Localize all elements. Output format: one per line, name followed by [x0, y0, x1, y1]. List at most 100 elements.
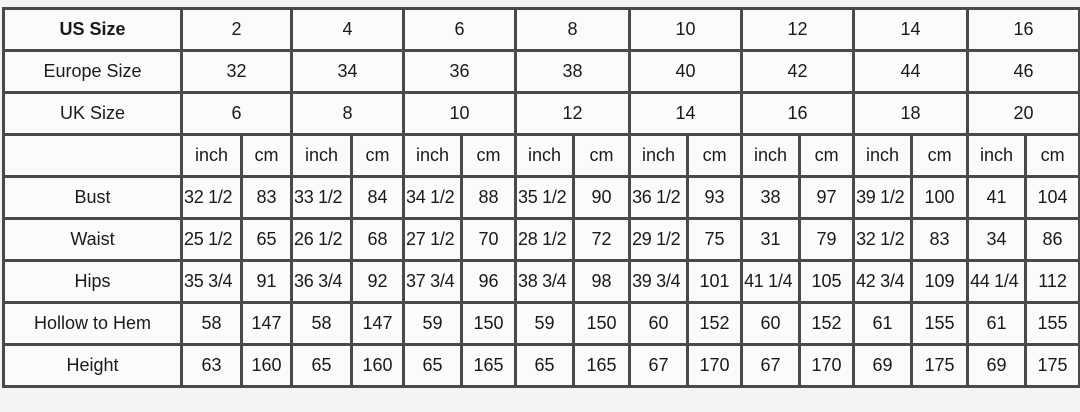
- cm-value: 79: [798, 217, 856, 262]
- cm-value: 92: [350, 259, 406, 304]
- measurement-row: Hips 35 3/4 91 36 3/4 92 37 3/4 96 38 3/4 98 39 3…: [2, 259, 1080, 304]
- inch-value: 32 1/2: [852, 217, 914, 262]
- cm-value: 90: [572, 175, 632, 220]
- measurement-label: Height: [2, 343, 183, 388]
- cm-value: 105: [798, 259, 856, 304]
- inch-value: 69: [966, 343, 1028, 388]
- inch-value: 35 3/4: [180, 259, 243, 304]
- cm-value: 68: [350, 217, 406, 262]
- europe-size-value: 34: [290, 49, 406, 94]
- inch-value: 31: [740, 217, 802, 262]
- cm-value: 72: [572, 217, 632, 262]
- empty-cell: [2, 133, 183, 178]
- cm-value: 175: [1024, 343, 1080, 388]
- uk-size-value: 12: [514, 91, 632, 136]
- cm-value: 75: [686, 217, 744, 262]
- cm-value: 109: [910, 259, 970, 304]
- cm-value: 100: [910, 175, 970, 220]
- measurement-row: Bust 32 1/2 83 33 1/2 84 34 1/2 88 35 1/2 90 36 1…: [2, 175, 1080, 220]
- inch-value: 63: [180, 343, 243, 388]
- inch-value: 39 1/2: [852, 175, 914, 220]
- inch-value: 38: [740, 175, 802, 220]
- unit-cm: cm: [910, 133, 970, 178]
- us-size-value: 4: [290, 7, 406, 52]
- inch-value: 42 3/4: [852, 259, 914, 304]
- cm-value: 96: [460, 259, 518, 304]
- inch-value: 36 3/4: [290, 259, 354, 304]
- cm-value: 150: [460, 301, 518, 346]
- cm-value: 97: [798, 175, 856, 220]
- inch-value: 60: [740, 301, 802, 346]
- inch-value: 36 1/2: [628, 175, 690, 220]
- unit-inch: inch: [402, 133, 464, 178]
- inch-value: 39 3/4: [628, 259, 690, 304]
- cm-value: 86: [1024, 217, 1080, 262]
- inch-value: 59: [514, 301, 576, 346]
- cm-value: 93: [686, 175, 744, 220]
- measurement-row: Hollow to Hem 58 147 58 147 59 150 59 150 60 152 60…: [2, 301, 1080, 346]
- cm-value: 152: [686, 301, 744, 346]
- measurement-label: Waist: [2, 217, 183, 262]
- inch-value: 34 1/2: [402, 175, 464, 220]
- unit-inch: inch: [628, 133, 690, 178]
- inch-value: 69: [852, 343, 914, 388]
- unit-cm: cm: [1024, 133, 1080, 178]
- inch-value: 25 1/2: [180, 217, 243, 262]
- europe-size-label: Europe Size: [2, 49, 183, 94]
- uk-size-value: 14: [628, 91, 744, 136]
- cm-value: 152: [798, 301, 856, 346]
- uk-size-value: 16: [740, 91, 856, 136]
- cm-value: 104: [1024, 175, 1080, 220]
- cm-value: 91: [239, 259, 294, 304]
- unit-cm: cm: [686, 133, 744, 178]
- europe-size-value: 42: [740, 49, 856, 94]
- us-size-label: US Size: [2, 7, 183, 52]
- cm-value: 147: [350, 301, 406, 346]
- inch-value: 58: [290, 301, 354, 346]
- uk-size-label: UK Size: [2, 91, 183, 136]
- inch-value: 34: [966, 217, 1028, 262]
- cm-value: 165: [460, 343, 518, 388]
- cm-value: 170: [798, 343, 856, 388]
- europe-size-value: 38: [514, 49, 632, 94]
- inch-value: 44 1/4: [966, 259, 1028, 304]
- inch-value: 61: [966, 301, 1028, 346]
- uk-size-value: 8: [290, 91, 406, 136]
- units-row: inch cm inch cm inch cm inch cm inch cm inch cm inch…: [2, 133, 1080, 178]
- cm-value: 150: [572, 301, 632, 346]
- unit-cm: cm: [350, 133, 406, 178]
- unit-cm: cm: [460, 133, 518, 178]
- measurement-label: Hips: [2, 259, 183, 304]
- inch-value: 27 1/2: [402, 217, 464, 262]
- uk-size-value: 10: [402, 91, 518, 136]
- cm-value: 160: [350, 343, 406, 388]
- inch-value: 65: [290, 343, 354, 388]
- cm-value: 84: [350, 175, 406, 220]
- cm-value: 88: [460, 175, 518, 220]
- size-chart-table: US Size 2 4 6 8 10 12 14 16 Europe Size 32 34 36 38 40…: [2, 7, 1080, 388]
- europe-size-value: 46: [966, 49, 1080, 94]
- inch-value: 65: [514, 343, 576, 388]
- inch-value: 32 1/2: [180, 175, 243, 220]
- uk-size-value: 18: [852, 91, 970, 136]
- uk-size-value: 6: [179, 91, 294, 136]
- unit-inch: inch: [514, 133, 576, 178]
- inch-value: 41 1/4: [740, 259, 802, 304]
- unit-inch: inch: [966, 133, 1028, 178]
- europe-size-value: 32: [179, 49, 294, 94]
- us-size-value: 10: [628, 7, 744, 52]
- cm-value: 170: [686, 343, 744, 388]
- unit-inch: inch: [180, 133, 243, 178]
- inch-value: 67: [740, 343, 802, 388]
- inch-value: 65: [402, 343, 464, 388]
- cm-value: 160: [239, 343, 294, 388]
- cm-value: 98: [572, 259, 632, 304]
- measurement-label: Bust: [2, 175, 183, 220]
- measurement-label: Hollow to Hem: [2, 301, 183, 346]
- inch-value: 37 3/4: [402, 259, 464, 304]
- unit-inch: inch: [290, 133, 354, 178]
- inch-value: 60: [628, 301, 690, 346]
- inch-value: 41: [966, 175, 1028, 220]
- us-size-value: 12: [740, 7, 856, 52]
- us-size-value: 8: [514, 7, 632, 52]
